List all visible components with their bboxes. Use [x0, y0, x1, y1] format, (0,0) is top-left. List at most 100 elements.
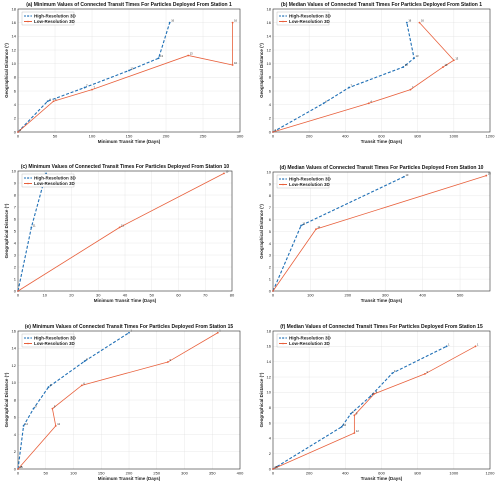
data-point — [30, 226, 33, 229]
data-point — [424, 373, 426, 375]
data-point — [367, 102, 370, 105]
data-point — [231, 21, 234, 24]
y-tick-label: 8 — [14, 75, 17, 80]
legend-box — [21, 173, 75, 188]
plot-frame — [17, 8, 241, 133]
x-tick-label: 350 — [209, 471, 216, 476]
chart-title: (e) Minimum Values of Connected Transit … — [25, 324, 234, 330]
data-point-label: 15 — [275, 465, 278, 469]
y-tick-label: 0 — [269, 466, 272, 471]
data-point-label: 13 — [160, 54, 163, 58]
legend-marker — [282, 20, 284, 23]
data-point-label: 3 — [394, 369, 396, 373]
y-tick-label: 16 — [12, 328, 17, 333]
y-tick-label: 5 — [269, 229, 272, 234]
legend-entry: High-Resolution 3D — [34, 14, 76, 19]
data-point — [51, 407, 54, 410]
data-point — [83, 86, 86, 89]
legend-marker — [282, 337, 284, 339]
data-point — [32, 407, 35, 410]
x-tick-label: 0 — [272, 471, 275, 476]
legend-entry: High-Resolution 3D — [289, 14, 331, 19]
x-tick-label: 400 — [419, 293, 426, 298]
y-tick-label: 8 — [14, 192, 17, 197]
data-point-label: 6 — [376, 390, 378, 394]
y-axis-label: Geographical Distance (°) — [259, 43, 264, 98]
data-point — [353, 414, 356, 417]
y-tick-label: 14 — [12, 34, 17, 39]
y-tick-label: 9 — [14, 180, 17, 185]
x-tick-label: 200 — [126, 471, 133, 476]
data-point-label: 4 — [370, 99, 372, 103]
y-tick-label: 7 — [269, 205, 272, 210]
chart-title: (c) Minimum Values of Connected Transit … — [21, 164, 230, 170]
x-tick-label: 0 — [17, 293, 20, 298]
plot-frame — [17, 170, 233, 292]
series-line-low — [17, 332, 219, 470]
legend-marker — [282, 183, 284, 186]
y-tick-label: 6 — [269, 88, 272, 93]
data-point-label: 9 — [356, 411, 358, 415]
data-point-label: 4 — [55, 97, 57, 101]
data-point-label: 10 — [131, 67, 134, 71]
data-point-label: 16 — [421, 19, 424, 23]
y-tick-label: 0 — [14, 466, 17, 471]
data-point — [315, 228, 317, 231]
legend-entry: High-Resolution 3D — [289, 336, 331, 341]
y-tick-label: 2 — [14, 116, 17, 121]
legend-entry: Low-Resolution 3D — [289, 341, 330, 346]
y-tick-label: 1 — [14, 276, 17, 281]
y-tick-label: 16 — [12, 20, 17, 25]
data-point — [402, 66, 405, 68]
legend-entry: High-Resolution 3D — [34, 176, 76, 181]
data-point-label: 1 — [219, 329, 221, 333]
legend-entry: Low-Resolution 3D — [34, 19, 75, 24]
x-tick-label: 200 — [306, 134, 313, 139]
data-point — [22, 424, 25, 427]
chart-panel-1: (a) Minimum Values of Connected Transit … — [4, 2, 244, 144]
legend-marker — [27, 177, 29, 179]
data-point-label: 10 — [225, 169, 228, 173]
data-point-label: 1 — [20, 128, 22, 132]
y-tick-label: 4 — [269, 241, 272, 246]
x-tick-label: 0 — [17, 134, 20, 139]
data-point-label: 10 — [234, 61, 237, 65]
y-tick-label: 8 — [269, 75, 272, 80]
x-axis-label: Minimum Transit Time (Days) — [94, 298, 157, 303]
x-tick-label: 1200 — [486, 134, 496, 139]
y-tick-label: 18 — [267, 328, 272, 333]
x-tick-label: 20 — [69, 293, 74, 298]
x-axis-label: Transit Time (Days) — [361, 476, 403, 481]
legend-marker — [27, 337, 29, 339]
data-point-label: 9 — [35, 405, 37, 409]
data-point-label: 3 — [86, 357, 88, 361]
data-point-label: 11 — [121, 223, 124, 227]
x-tick-label: 600 — [378, 134, 385, 139]
y-tick-label: 3 — [269, 253, 272, 258]
data-point — [452, 59, 455, 62]
x-tick-label: 100 — [70, 471, 77, 476]
plot-frame — [272, 330, 491, 470]
x-tick-label: 50 — [150, 293, 155, 298]
chart-panel-5: (e) Minimum Values of Connected Transit … — [4, 324, 244, 481]
chart-panel-4: (d) Median Values of Connected Transit T… — [259, 165, 491, 303]
y-axis-label: Geographical Distance (°) — [4, 43, 9, 98]
data-point-label: 16 — [171, 19, 174, 23]
y-tick-label: 6 — [14, 216, 17, 221]
y-tick-label: 12 — [267, 47, 272, 52]
y-tick-label: 12 — [12, 47, 17, 52]
data-point-label: 3 — [169, 358, 171, 362]
x-tick-label: 150 — [126, 134, 133, 139]
data-point-label: 3 — [426, 370, 428, 374]
data-point-label: 12 — [356, 429, 359, 433]
y-tick-label: 4 — [14, 432, 17, 437]
data-point — [405, 21, 408, 24]
x-tick-label: 400 — [342, 134, 349, 139]
y-tick-label: 10 — [12, 168, 17, 173]
legend-marker — [282, 15, 284, 17]
series-line-high — [17, 22, 171, 133]
x-tick-label: 80 — [230, 293, 235, 298]
data-point-label: 13 — [190, 51, 193, 55]
